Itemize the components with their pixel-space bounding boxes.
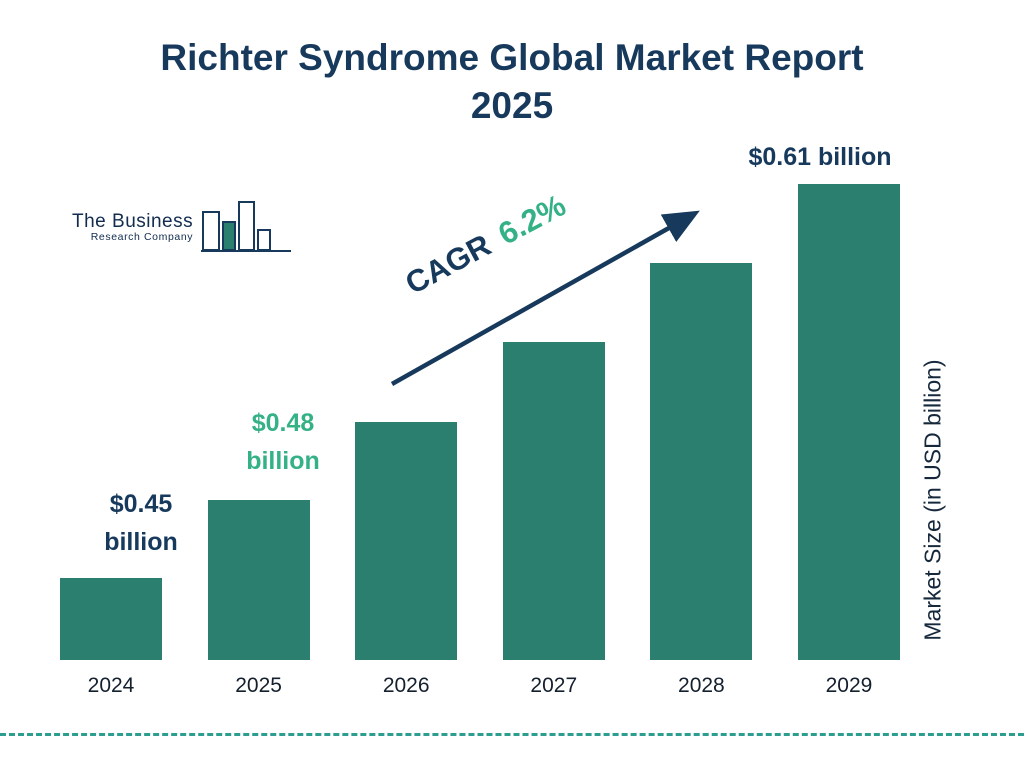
x-axis-label-2027: 2027 [530, 674, 578, 697]
bar-2028 [650, 263, 753, 660]
bar-column-2024: 2024 [60, 578, 162, 700]
value-label-2024: $0.45 billion [80, 486, 202, 561]
bar-column-2027: 2027 [502, 342, 605, 700]
bar-column-2025: 2025 [207, 500, 310, 700]
bar-column-2029: 2029 [797, 184, 900, 700]
x-axis-label-2026: 2026 [382, 674, 430, 697]
x-axis-label-2025: 2025 [235, 674, 282, 697]
bar-2027 [502, 342, 605, 660]
bar-2029 [797, 184, 900, 660]
bar-column-2026: 2026 [355, 422, 458, 700]
chart-title: Richter Syndrome Global Market Report 20… [0, 34, 1024, 130]
value-label-2025-unit: billion [246, 446, 320, 475]
chart-title-line2: 2025 [470, 85, 554, 127]
company-logo: The Business Research Company [72, 196, 293, 258]
bar-2025 [207, 500, 310, 660]
x-axis-label-2024: 2024 [87, 674, 135, 697]
bar-2024 [60, 578, 162, 660]
x-axis-label-2029: 2029 [825, 674, 873, 697]
y-axis-label: Market Size (in USD billion) [919, 359, 946, 641]
x-axis-label-2028: 2028 [678, 674, 725, 697]
value-label-2029: $0.61 billion [748, 143, 892, 171]
company-logo-text: The Business Research Company [72, 210, 194, 258]
logo-bars-icon [201, 201, 292, 252]
value-label-2024-amount: $0.45 [109, 490, 173, 518]
logo-subname: Research Company [90, 231, 194, 244]
value-label-2024-unit: billion [104, 527, 178, 556]
chart-title-line1: Richter Syndrome Global Market Report [160, 37, 864, 78]
value-label-2025-amount: $0.48 [251, 409, 315, 437]
bar-2026 [355, 422, 458, 660]
logo-name: The Business [72, 210, 194, 232]
bottom-dashed-divider [0, 733, 1024, 736]
bar-column-2028: 2028 [650, 263, 753, 700]
value-label-2025: $0.48 billion [222, 405, 344, 480]
